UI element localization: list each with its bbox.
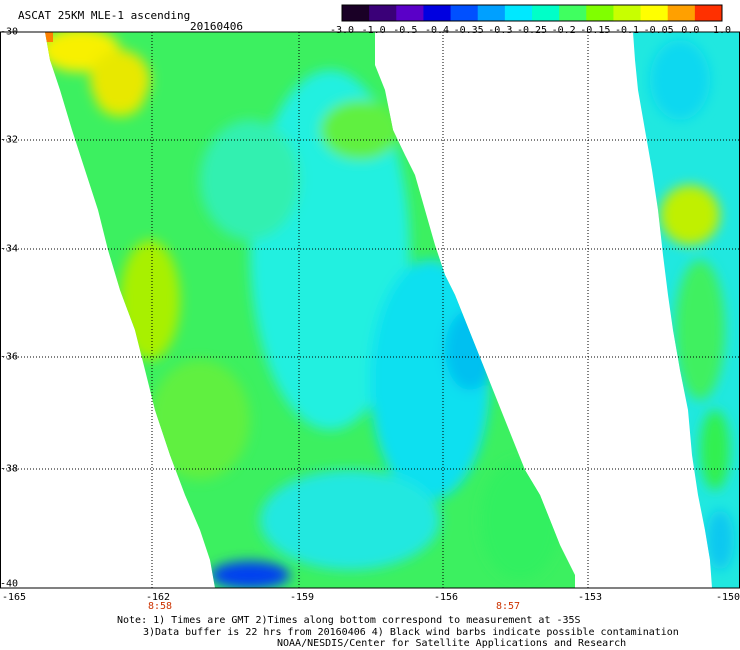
x-tick-label: -159: [289, 592, 315, 603]
x-tick-label: -153: [577, 592, 603, 603]
colorbar-swatch: [396, 5, 424, 21]
y-tick-label: -36: [0, 351, 19, 363]
y-tick-label: -40: [0, 578, 19, 590]
y-tick-label: -38: [0, 463, 19, 475]
data-swath-left: [45, 32, 575, 588]
data-swath-right: [633, 32, 740, 588]
y-tick-label: -34: [0, 243, 19, 255]
colorbar-tick-label: -0.05: [643, 25, 674, 36]
colorbar-swatch: [667, 5, 696, 21]
colorbar-swatch: [613, 5, 642, 21]
colorbar-swatch: [504, 5, 533, 21]
colorbar-tick-label: -1.0: [361, 25, 386, 36]
y-tick-label: -30: [0, 26, 19, 38]
gridlines: [0, 32, 740, 588]
note-line-1: Note: 1) Times are GMT 2)Times along bot…: [117, 615, 581, 626]
colorbar-swatch: [342, 5, 370, 21]
colorbar-tick-label: -0.4: [424, 25, 450, 36]
colorbar-swatch: [640, 5, 669, 21]
colorbar-tick-label: -0.25: [516, 25, 548, 36]
colorbar-swatch: [694, 5, 723, 21]
time-label: 8:58: [147, 601, 173, 612]
colorbar-tick-label: 0.0: [681, 25, 700, 36]
colorbar-tick-label: -0.2: [551, 25, 576, 36]
colorbar-frame: [341, 4, 723, 22]
note-line-3: NOAA/NESDIS/Center for Satellite Applica…: [277, 638, 627, 649]
colorbar-swatch: [450, 5, 479, 21]
colorbar-tick-label: -0.5: [393, 25, 418, 36]
chart-title: ASCAT 25KM MLE-1 ascending: [18, 9, 191, 22]
colorbar-tick-label: -0.15: [580, 25, 611, 36]
colorbar-swatch: [532, 5, 560, 21]
colorbar-swatch: [423, 5, 452, 21]
colorbar-tick-label: -0.1: [614, 25, 640, 36]
colorbar: [341, 4, 723, 22]
chart-date: 20160406: [190, 20, 243, 33]
colorbar-swatch: [559, 5, 587, 21]
colorbar-swatch: [477, 5, 506, 21]
note-line-2: 3)Data buffer is 22 hrs from 20160406 4)…: [143, 627, 679, 638]
x-tick-label: -162: [145, 592, 171, 603]
colorbar-tick-label: -3.0: [329, 25, 355, 36]
x-tick-label: -150: [715, 592, 740, 603]
y-tick-label: -32: [0, 134, 19, 146]
x-tick-label: -156: [433, 592, 459, 603]
x-tick-label: -165: [1, 592, 27, 603]
colorbar-tick-label: 1.0: [712, 25, 732, 36]
colorbar-swatch: [586, 5, 614, 21]
colorbar-tick-label: -0.3: [488, 25, 513, 36]
colorbar-tick-label: -0.35: [453, 25, 484, 36]
colorbar-swatch: [369, 5, 397, 21]
time-label: 8:57: [495, 601, 521, 612]
